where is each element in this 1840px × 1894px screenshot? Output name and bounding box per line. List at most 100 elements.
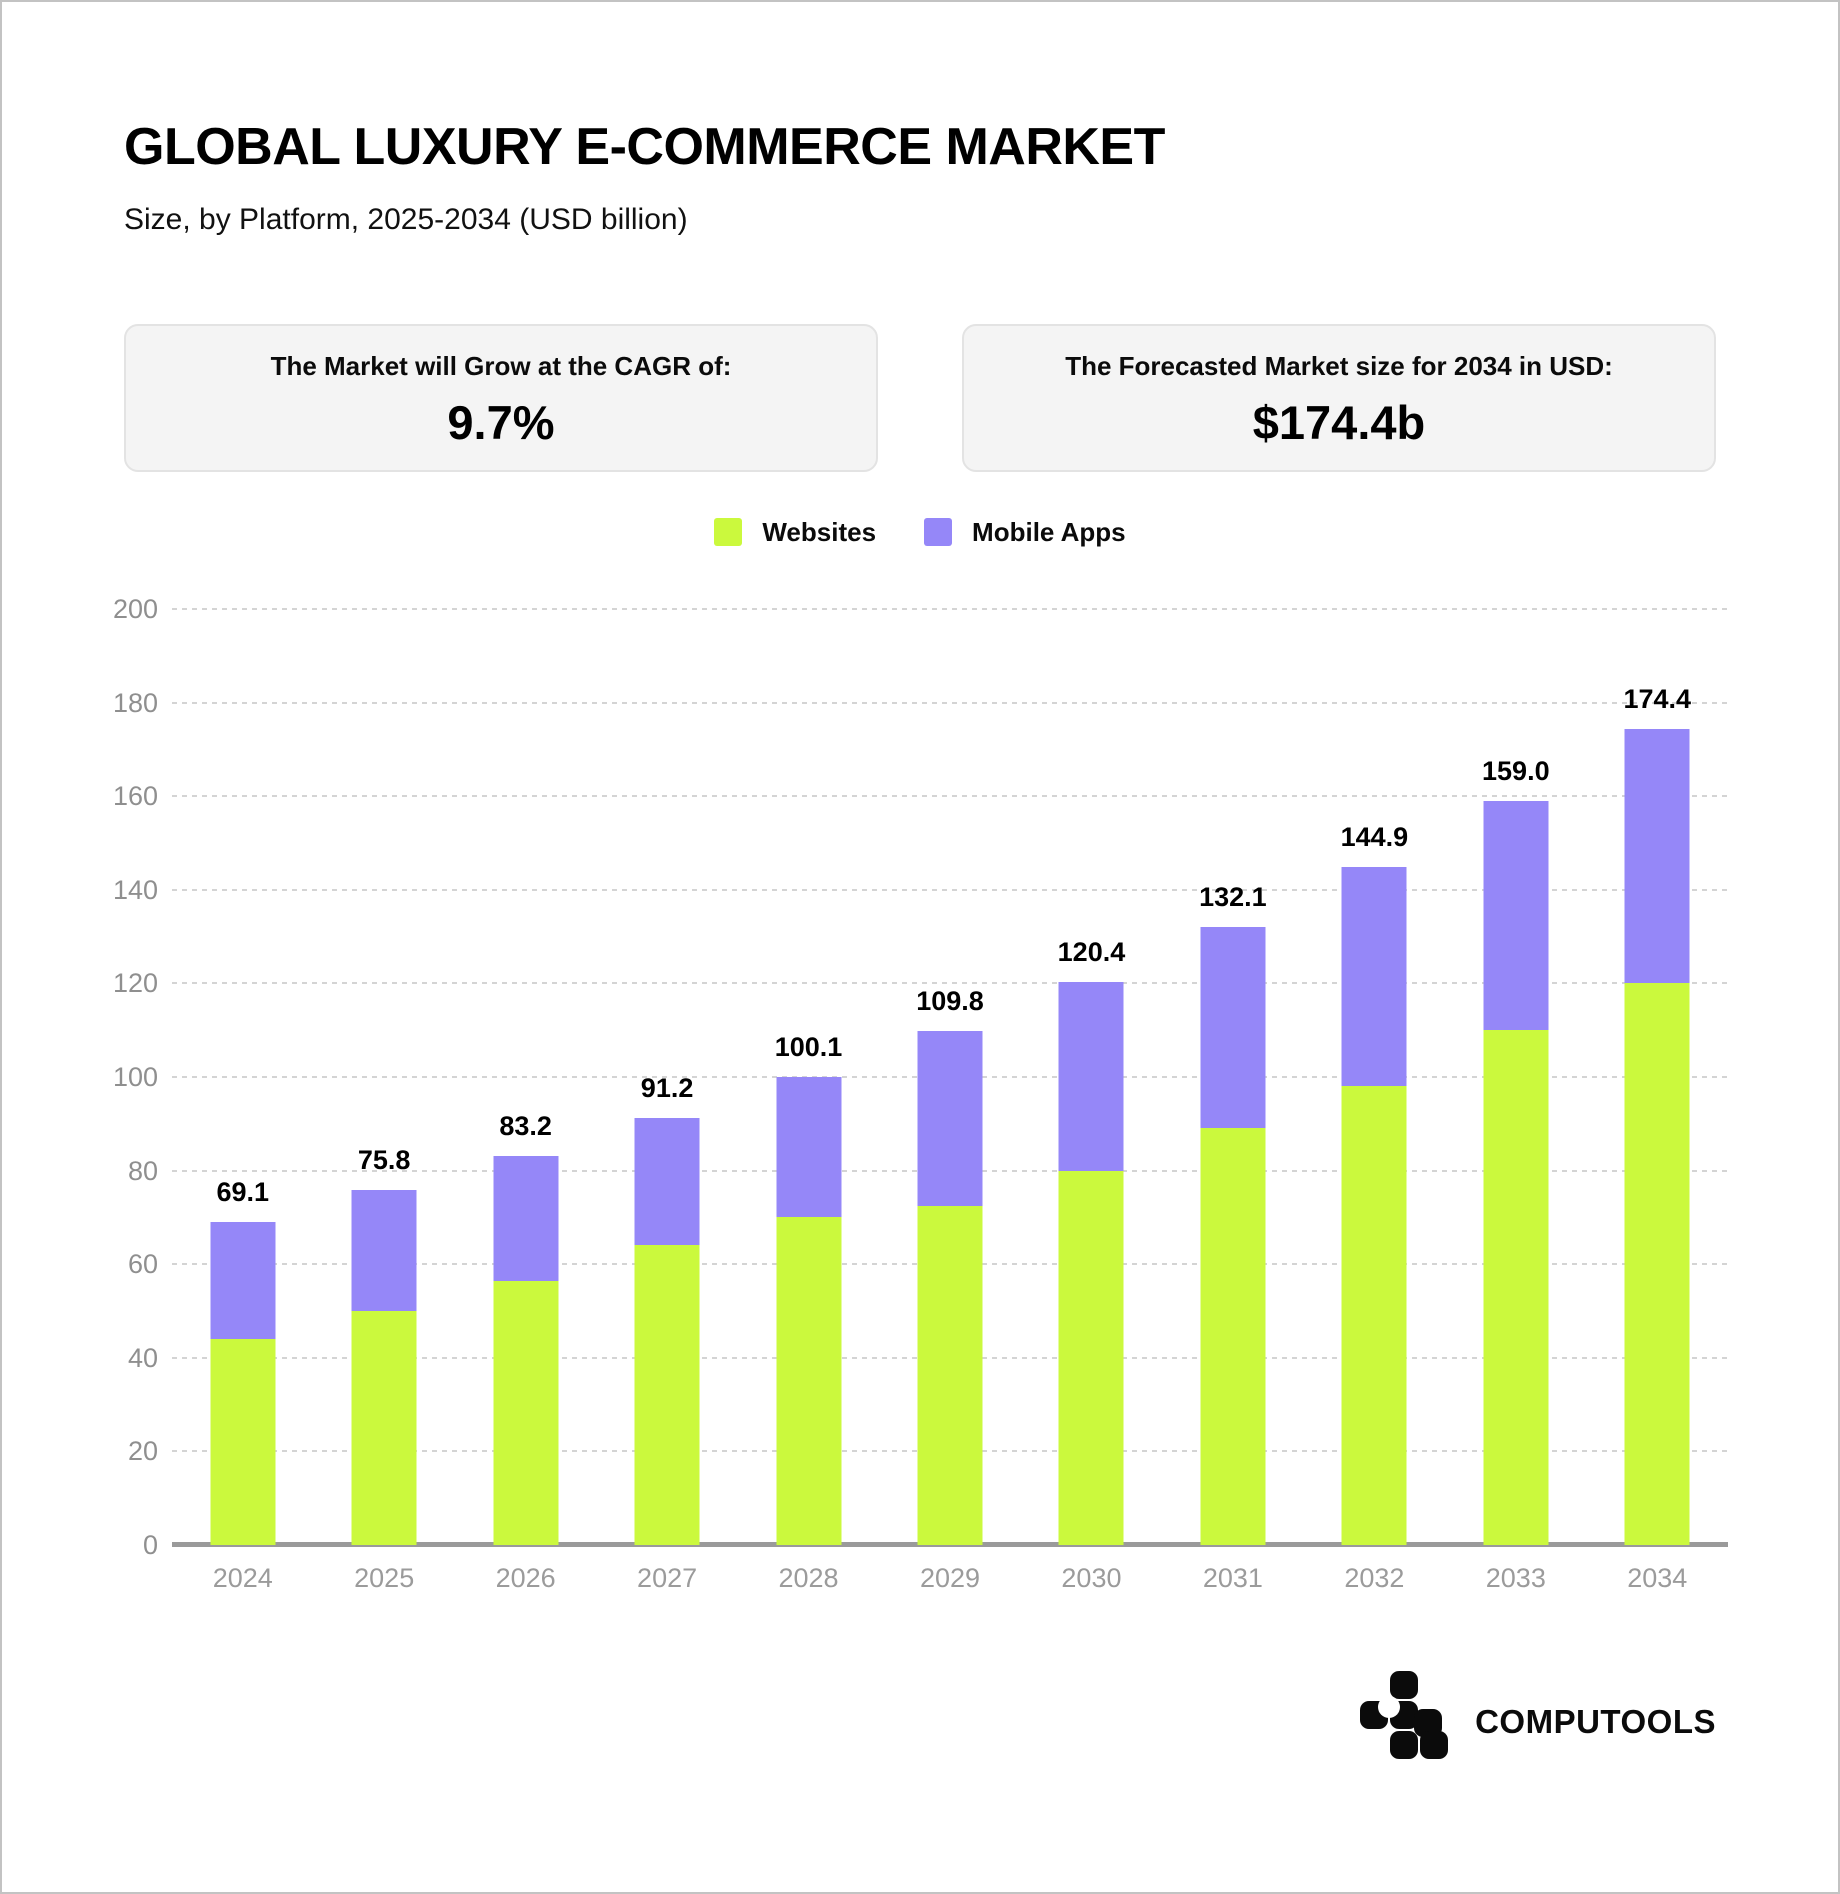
x-axis-label-2032: 2032 (1344, 1563, 1405, 1593)
total-label-2024: 69.1 (216, 1176, 269, 1207)
chart-plot-area: 0 20 40 60 80 100 120 140 160 180 200 69.1 2024 75.8 2… (113, 594, 1728, 1593)
x-axis-label-2025: 2025 (354, 1563, 415, 1593)
total-label-2027: 91.2 (640, 1073, 694, 1104)
segment-websites-2032 (1341, 1086, 1407, 1545)
segment-websites-2029 (917, 1205, 983, 1545)
segment-mobile-apps-2030 (1058, 981, 1124, 1171)
segment-mobile-apps-2024 (210, 1221, 276, 1340)
bar-2024: 69.1 2024 (172, 609, 313, 1593)
total-label-2034: 174.4 (1623, 683, 1692, 714)
brand-footer: COMPUTOOLS (124, 1671, 1716, 1761)
segment-mobile-apps-2034 (1624, 728, 1690, 984)
total-label-2028: 100.1 (774, 1031, 843, 1062)
x-axis-label-2033: 2033 (1485, 1563, 1546, 1593)
x-axis-label-2034: 2034 (1627, 1563, 1688, 1593)
bar-2028: 100.1 2028 (738, 609, 879, 1593)
gridline-140 (172, 888, 1728, 891)
y-axis-tick-180: 180 (112, 687, 158, 718)
bar-2025: 75.8 2025 (313, 609, 454, 1593)
segment-websites-2024 (210, 1339, 276, 1545)
bar-2033: 159.0 2033 (1445, 609, 1586, 1593)
bar-2027: 91.2 2027 (596, 609, 737, 1593)
total-label-2031: 132.1 (1199, 881, 1267, 912)
y-axis-tick-80: 80 (127, 1155, 158, 1186)
segment-mobile-apps-2032 (1341, 866, 1407, 1087)
bar-stack-2025 (351, 1190, 417, 1545)
bar-2032: 144.9 2032 (1304, 609, 1445, 1593)
segment-mobile-apps-2027 (634, 1118, 700, 1246)
segment-mobile-apps-2033 (1483, 800, 1549, 1031)
segment-websites-2034 (1624, 983, 1690, 1545)
y-axis-tick-160: 160 (112, 781, 158, 812)
segment-websites-2025 (351, 1311, 417, 1545)
y-axis-tick-60: 60 (127, 1249, 158, 1280)
segment-mobile-apps-2025 (351, 1190, 417, 1311)
stat-card-forecast: The Forecasted Market size for 2034 in U… (962, 324, 1716, 472)
total-label-2026: 83.2 (499, 1110, 552, 1141)
chart-legend: Websites Mobile Apps (124, 516, 1716, 548)
stat-label: The Market will Grow at the CAGR of: (270, 351, 732, 381)
page-subtitle: Size, by Platform, 2025-2034 (USD billio… (124, 203, 688, 236)
page-title: GLOBAL LUXURY E-COMMERCE MARKET (124, 118, 1165, 176)
legend-item-websites: Websites (714, 517, 876, 548)
websites-swatch-icon (714, 518, 743, 546)
segment-mobile-apps-2028 (776, 1076, 842, 1218)
total-label-2033: 159.0 (1482, 755, 1550, 786)
gridline-180 (172, 701, 1728, 704)
segment-websites-2030 (1058, 1170, 1124, 1545)
gridline-120 (172, 982, 1728, 985)
segment-websites-2026 (493, 1280, 559, 1545)
x-axis-label-2024: 2024 (212, 1563, 273, 1593)
x-axis-label-2031: 2031 (1202, 1563, 1263, 1593)
computools-logo-mark (1360, 1671, 1449, 1759)
y-axis-tick-120: 120 (112, 968, 158, 999)
segment-mobile-apps-2031 (1200, 926, 1266, 1129)
bar-2030: 120.4 2030 (1021, 609, 1162, 1593)
gridline-200 (172, 608, 1728, 610)
bar-2031: 132.1 2031 (1162, 609, 1303, 1593)
segment-websites-2028 (776, 1217, 842, 1545)
bar-stack-2033 (1483, 800, 1549, 1545)
segment-websites-2027 (634, 1245, 700, 1545)
bar-2026: 83.2 2026 (455, 609, 596, 1593)
bar-stack-2031 (1200, 926, 1266, 1545)
bar-stack-2029 (917, 1031, 983, 1545)
bar-2029: 109.8 2029 (879, 609, 1020, 1593)
stat-value: 9.7% (447, 396, 555, 449)
x-axis-label-2029: 2029 (919, 1563, 981, 1593)
stat-cards: The Market will Grow at the CAGR of: 9.7… (124, 324, 1716, 472)
y-axis-tick-200: 200 (112, 594, 158, 624)
segment-websites-2033 (1483, 1030, 1549, 1545)
bar-stack-2024 (210, 1221, 276, 1545)
stat-value: $174.4b (1252, 396, 1426, 449)
y-axis-tick-20: 20 (127, 1436, 158, 1467)
y-axis-tick-0: 0 (142, 1530, 158, 1560)
stacked-bar-chart: 0 20 40 60 80 100 120 140 160 180 200 69.1 2024 75.8 2… (112, 594, 1728, 1609)
bar-stack-2032 (1341, 866, 1407, 1545)
mobile-apps-swatch-icon (924, 518, 953, 546)
total-label-2025: 75.8 (357, 1145, 411, 1176)
legend-label: Websites (762, 516, 877, 547)
stat-label: The Forecasted Market size for 2034 in U… (1065, 351, 1613, 381)
bar-stack-2026 (493, 1155, 559, 1545)
y-axis-tick-100: 100 (112, 1062, 158, 1092)
x-axis-label-2027: 2027 (637, 1563, 698, 1593)
bar-slots: 69.1 2024 75.8 2025 83.2 2026 91.2 2027 100.1 202… (172, 609, 1728, 1593)
bar-2034: 174.4 2034 (1587, 609, 1728, 1593)
total-label-2029: 109.8 (916, 986, 984, 1017)
brand-name: COMPUTOOLS (1475, 1703, 1716, 1740)
infographic-page: GLOBAL LUXURY E-COMMERCE MARKET Size, by… (2, 118, 1838, 548)
legend-label: Mobile Apps (972, 516, 1126, 547)
legend-item-mobile-apps: Mobile Apps (924, 517, 1126, 548)
segment-websites-2031 (1200, 1128, 1266, 1545)
bar-stack-2030 (1058, 981, 1124, 1545)
x-axis-label-2028: 2028 (778, 1563, 839, 1593)
segment-mobile-apps-2026 (493, 1155, 559, 1281)
total-label-2032: 144.9 (1340, 821, 1409, 852)
x-axis-label-2030: 2030 (1061, 1563, 1122, 1593)
bar-stack-2027 (634, 1118, 700, 1545)
stat-card-cagr: The Market will Grow at the CAGR of: 9.7… (124, 324, 878, 472)
y-axis-tick-40: 40 (127, 1342, 158, 1373)
x-axis-label-2026: 2026 (495, 1563, 556, 1593)
bar-stack-2028 (776, 1076, 842, 1545)
